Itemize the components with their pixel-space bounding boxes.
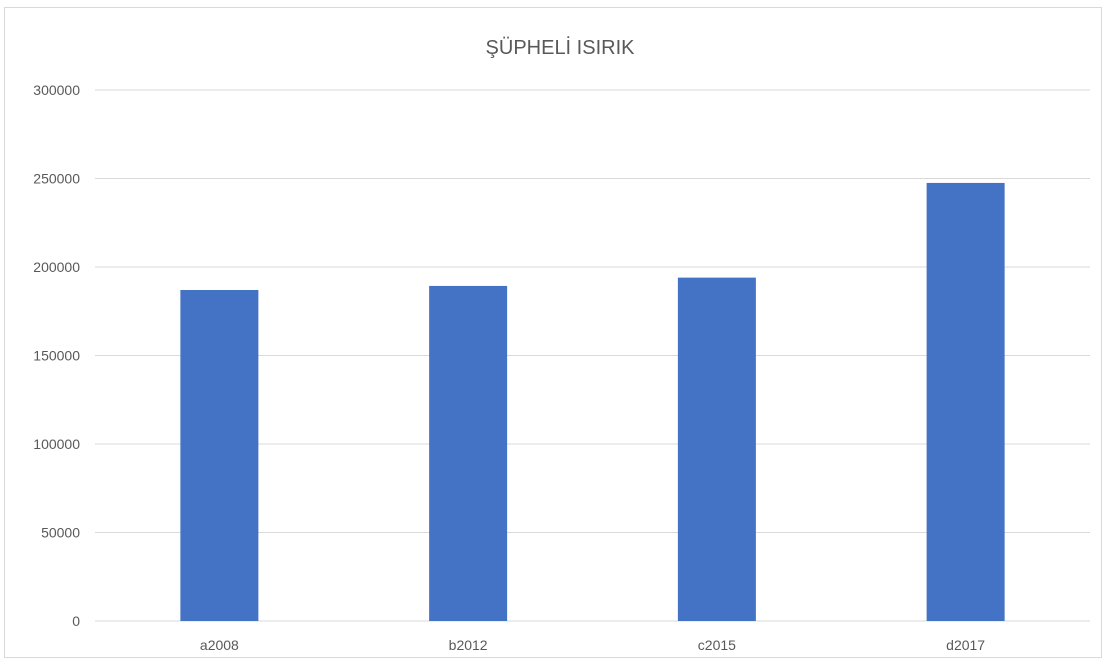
y-tick-label: 0 bbox=[72, 613, 80, 629]
y-axis-ticks: 0 50000 100000 150000 200000 250000 300000 bbox=[33, 82, 80, 629]
x-axis-ticks: a2008 b2012 c2015 d2017 bbox=[200, 637, 985, 653]
bar-c2015 bbox=[677, 277, 756, 621]
y-tick-label: 250000 bbox=[33, 171, 80, 187]
bars bbox=[180, 182, 1005, 622]
gridlines bbox=[95, 89, 1090, 622]
y-tick-label: 200000 bbox=[33, 259, 80, 275]
bar-d2017 bbox=[926, 182, 1005, 622]
bar-b2012 bbox=[429, 285, 508, 621]
y-tick-label: 50000 bbox=[41, 525, 80, 541]
y-tick-label: 300000 bbox=[33, 82, 80, 98]
x-tick-label: b2012 bbox=[449, 637, 488, 653]
x-tick-label: a2008 bbox=[200, 637, 239, 653]
y-tick-label: 150000 bbox=[33, 348, 80, 364]
y-tick-label: 100000 bbox=[33, 436, 80, 452]
x-tick-label: d2017 bbox=[946, 637, 985, 653]
x-tick-label: c2015 bbox=[698, 637, 736, 653]
bar-a2008 bbox=[180, 290, 259, 621]
chart-title: ŞÜPHELİ ISIRIK bbox=[486, 36, 636, 59]
